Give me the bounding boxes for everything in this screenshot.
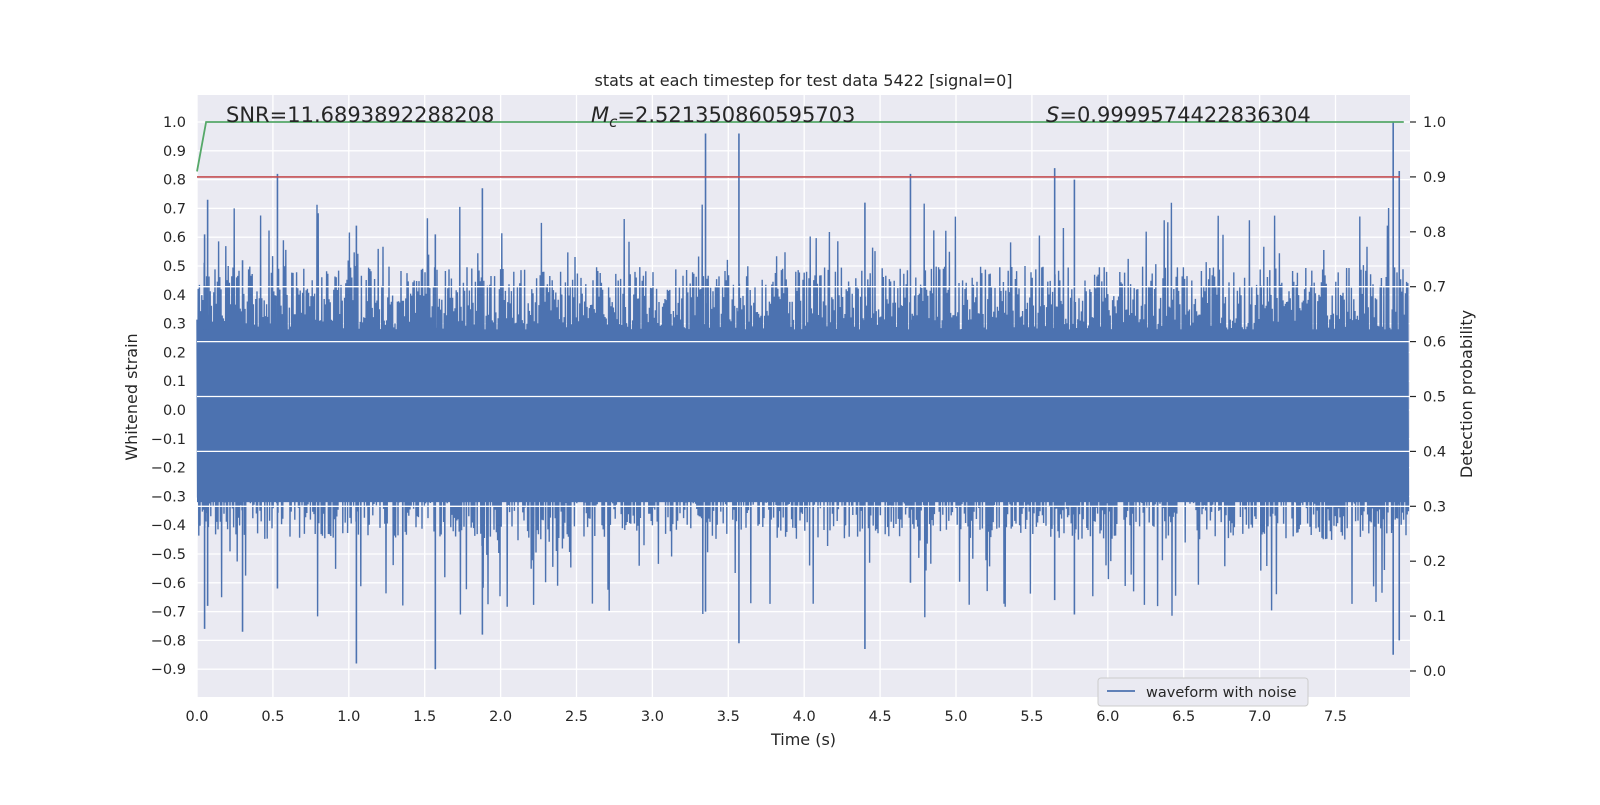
y-left-tick-label: −0.7: [151, 605, 186, 621]
y-left-tick-label: 0.6: [163, 230, 186, 246]
y-axis-left-label: Whitened strain: [122, 333, 141, 460]
y-right-tick-label: 1.0: [1423, 115, 1446, 131]
x-tick-label: 5.0: [944, 709, 967, 725]
chart-title: stats at each timestep for test data 542…: [594, 71, 1012, 90]
x-tick-label: 0.5: [261, 709, 284, 725]
probability-line: [196, 121, 1404, 172]
y-right-tick-label: 0.4: [1423, 444, 1446, 460]
y-left-tick-label: 0.9: [163, 144, 186, 160]
y-left-tick-label: 0.4: [163, 288, 186, 304]
y-left-tick-label: 0.7: [163, 201, 186, 217]
y-left-tick-label: 1.0: [163, 115, 186, 131]
y-left-tick-label: 0.5: [163, 259, 186, 275]
y-left-tick-label: 0.0: [163, 403, 186, 419]
y-right-tick-label: 0.1: [1423, 609, 1446, 625]
y-right-tick-label: 0.3: [1423, 499, 1446, 515]
chirp-mass-subscript: c: [609, 113, 618, 131]
y-right-tick-label: 0.9: [1423, 170, 1446, 186]
y-right-tick-label: 0.0: [1423, 664, 1446, 680]
x-tick-label: 6.5: [1172, 709, 1195, 725]
snr-annotation: SNR=11.6893892288208: [226, 103, 494, 127]
y-right-tick-label: 0.6: [1423, 335, 1446, 351]
detection-statistic-annotation: S=0.9999574422836304: [1046, 103, 1311, 127]
y-left-tick-label: −0.9: [151, 662, 186, 678]
legend-entry-waveform: waveform with noise: [1146, 685, 1297, 701]
y-right-tick-label: 0.7: [1423, 280, 1446, 296]
data-layer: [196, 121, 1410, 670]
chirp-mass-symbol: M: [591, 103, 609, 127]
legend: waveform with noise: [1097, 677, 1309, 707]
y-left-tick-label: −0.2: [151, 461, 186, 477]
x-tick-label: 2.0: [489, 709, 512, 725]
y-right-tick-label: 0.8: [1423, 225, 1446, 241]
x-tick-label: 7.5: [1324, 709, 1347, 725]
x-tick-label: 0.0: [185, 709, 208, 725]
y-left-tick-label: −0.6: [151, 576, 186, 592]
x-tick-label: 6.0: [1096, 709, 1119, 725]
x-tick-label: 4.0: [793, 709, 816, 725]
chirp-mass-annotation: Mc=2.521350860595703: [591, 103, 855, 131]
detection-statistic-value: =0.9999574422836304: [1059, 103, 1310, 127]
x-tick-label: 3.0: [641, 709, 664, 725]
detection-statistic-symbol: S: [1046, 103, 1059, 127]
x-tick-label: 1.0: [337, 709, 360, 725]
waveform-dense-core: [197, 329, 1408, 503]
chirp-mass-value: =2.521350860595703: [617, 103, 855, 127]
y-left-tick-label: −0.3: [151, 489, 186, 505]
x-tick-label: 4.5: [869, 709, 892, 725]
y-left-tick-label: 0.2: [163, 345, 186, 361]
y-left-tick-label: −0.5: [151, 547, 186, 563]
y-left-tick-label: −0.1: [151, 432, 186, 448]
y-left-tick-label: −0.8: [151, 633, 186, 649]
y-right-tick-label: 0.2: [1423, 554, 1446, 570]
legend-box: [1097, 677, 1309, 707]
x-tick-label: 7.0: [1248, 709, 1271, 725]
y-left-tick-label: 0.1: [163, 374, 186, 390]
y-left-tick-label: 0.8: [163, 173, 186, 189]
axes-layer: 0.0 0.5 1.0 1.5 2.0 2.5 3.0 3.5 4.0 4.5 5.0 5.5 6.0 6…: [151, 115, 1446, 725]
x-tick-label: 3.5: [717, 709, 740, 725]
y-left-tick-label: 0.3: [163, 317, 186, 333]
y-left-tick-label: −0.4: [151, 518, 186, 534]
x-axis-label: Time (s): [770, 730, 836, 749]
x-tick-label: 1.5: [413, 709, 436, 725]
x-tick-label: 2.5: [565, 709, 588, 725]
y-axis-right-label: Detection probability: [1457, 310, 1476, 478]
y-right-tick-label: 0.5: [1423, 390, 1446, 406]
x-tick-label: 5.5: [1020, 709, 1043, 725]
